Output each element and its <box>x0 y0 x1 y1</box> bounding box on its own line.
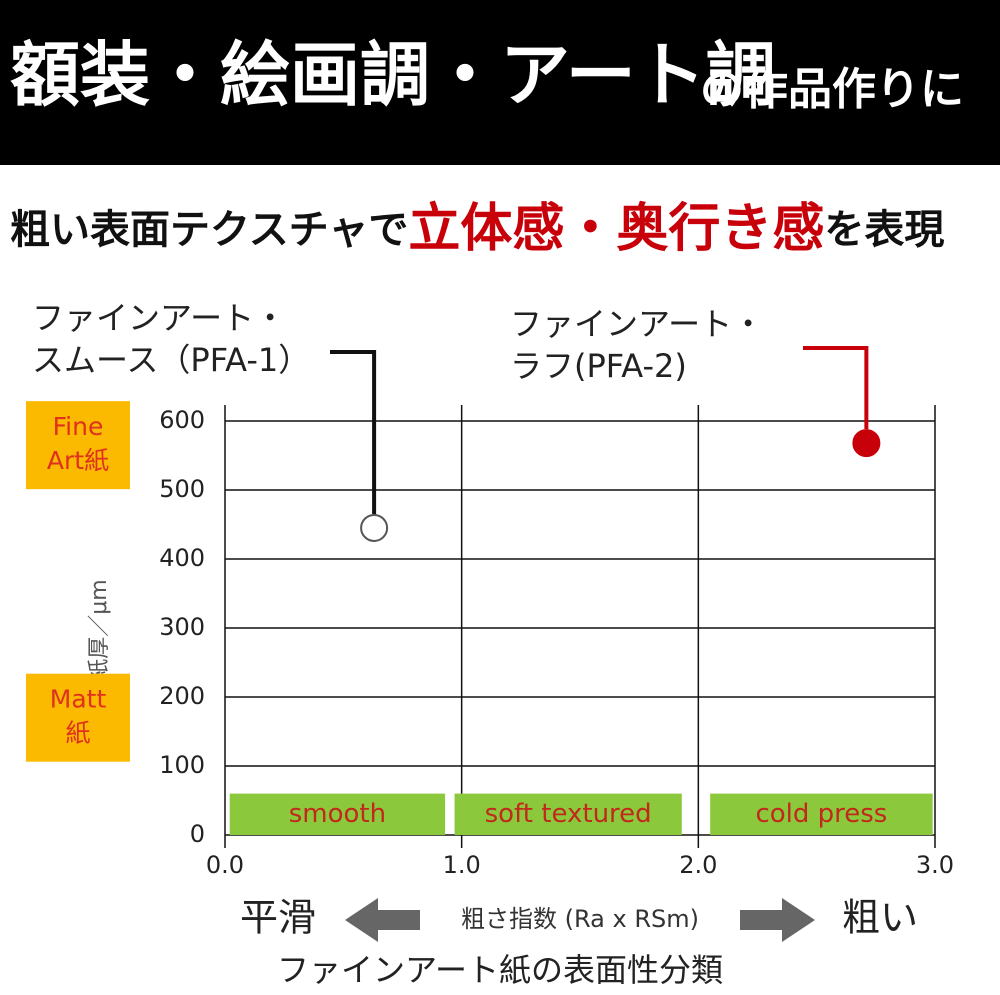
y-tick-label: 600 <box>159 406 205 434</box>
x-axis-label: ファインアート紙の表面性分類 <box>277 951 723 989</box>
region-label: cold press <box>755 799 887 829</box>
x-tick-label: 3.0 <box>916 851 954 879</box>
y-tick-label: 400 <box>159 544 205 572</box>
point <box>852 429 881 458</box>
subtitle-part: を表現 <box>824 207 944 253</box>
arrow-right <box>740 898 815 942</box>
subtitle-part: 粗い表面テクスチャで <box>10 207 408 253</box>
x-tick-label: 2.0 <box>679 851 717 879</box>
x-left-caption: 平滑 <box>240 896 316 940</box>
side-label-box <box>26 673 130 762</box>
leader-line <box>803 346 869 430</box>
y-tick-label: 0 <box>190 820 205 848</box>
y-tick-label: 200 <box>159 682 205 710</box>
leader-line <box>330 350 377 514</box>
x-tick-label: 0.0 <box>206 851 244 879</box>
x-axis-caption: 粗さ指数 (Ra x RSm) <box>461 905 699 933</box>
y-tick-label: 300 <box>159 613 205 641</box>
region-label: smooth <box>289 799 386 829</box>
x-right-caption: 粗い <box>842 896 918 940</box>
x-tick-label: 1.0 <box>443 851 481 879</box>
title-banner <box>0 0 1000 165</box>
subtitle: 粗い表面テクスチャで立体感・奥行き感を表現 <box>10 199 944 259</box>
chart-title: 額装・絵画調・アート調 <box>10 34 776 116</box>
point <box>360 513 389 542</box>
y-tick-label: 500 <box>159 475 205 503</box>
region <box>710 793 933 835</box>
chart-title-suffix: の作品作りに <box>700 64 964 115</box>
side-label: 紙 <box>65 719 90 748</box>
y-tick-label: 100 <box>159 751 205 779</box>
side-label: Fine <box>53 412 104 441</box>
side-label: Art紙 <box>47 446 109 475</box>
point-label: スムース（PFA-1） <box>32 341 310 379</box>
point-label: ファインアート・ <box>510 305 764 343</box>
point-label: ファインアート・ <box>32 299 286 337</box>
region-label: soft textured <box>485 799 652 829</box>
arrow-left <box>345 898 420 942</box>
region <box>229 793 446 835</box>
region <box>454 793 682 835</box>
side-label: Matt <box>50 685 107 714</box>
point-label: ラフ(PFA-2) <box>510 347 687 385</box>
side-label-box <box>26 401 130 490</box>
subtitle-part: 立体感・奥行き感 <box>408 199 824 259</box>
y-axis-label: 紙厚／μm <box>87 579 112 680</box>
